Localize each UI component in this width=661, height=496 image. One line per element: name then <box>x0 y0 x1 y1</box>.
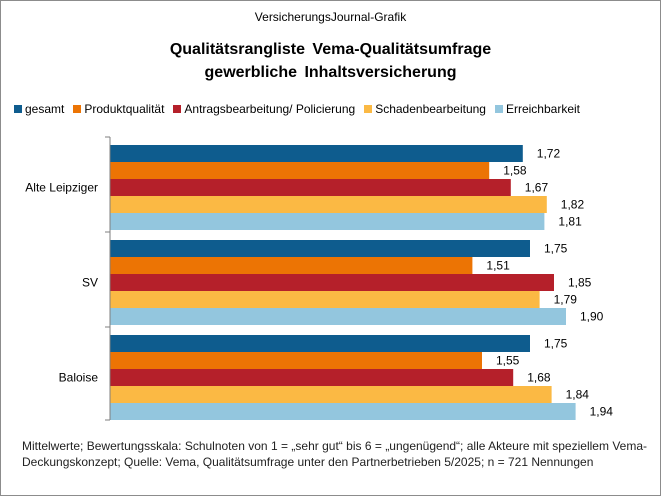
legend-item-gesamt: gesamt <box>14 102 64 116</box>
data-label: 1,85 <box>568 276 592 290</box>
data-label: 1,75 <box>544 337 568 351</box>
title-line-1: Qualitätsrangliste Vema-Qualitätsumfrage <box>169 41 492 58</box>
data-label: 1,72 <box>537 147 561 161</box>
data-label: 1,84 <box>566 388 590 402</box>
legend-swatch <box>364 105 373 113</box>
data-label: 1,75 <box>544 242 568 256</box>
legend-item-antragsbearbeitung: Antragsbearbeitung/ Policierung <box>173 102 355 116</box>
bar <box>110 179 511 196</box>
bar <box>110 369 514 386</box>
legend-item-produktqualitaet: Produktqualität <box>73 102 164 116</box>
category-label: Baloise <box>59 371 99 385</box>
bar <box>110 386 552 403</box>
footnote: Mittelwerte; Bewertungsskala: Schulnoten… <box>22 439 647 469</box>
legend-label: Antragsbearbeitung/ Policierung <box>184 102 356 116</box>
bar <box>110 291 540 308</box>
data-label: 1,94 <box>590 405 614 419</box>
legend-item-erreichbarkeit: Erreichbarkeit <box>494 102 580 116</box>
bar <box>110 274 554 291</box>
data-label: 1,82 <box>561 198 585 212</box>
legend-item-schadenbearbeitung: Schadenbearbeitung <box>364 102 486 116</box>
title-line-2: gewerbliche Inhaltsversicherung <box>204 64 457 81</box>
bar-chart: 1,72 1,58 1,67 1,82 1,81 Alte Leipziger 1,75 1,… <box>25 136 614 421</box>
data-label: 1,81 <box>558 215 582 229</box>
bar <box>110 403 576 420</box>
data-label: 1,90 <box>580 310 604 324</box>
bar <box>110 162 490 179</box>
data-label: 1,68 <box>527 371 551 385</box>
data-label: 1,58 <box>503 164 527 178</box>
bar <box>110 257 473 274</box>
bar <box>110 213 545 230</box>
data-label: 1,51 <box>486 259 510 273</box>
legend-label: Schadenbearbeitung <box>375 102 486 116</box>
data-label: 1,55 <box>496 354 520 368</box>
data-label: 1,79 <box>554 293 578 307</box>
category-label: Alte Leipziger <box>25 181 98 195</box>
chart-title: Qualitätsrangliste Vema-Qualitätsumfrage… <box>0 38 661 84</box>
bar <box>110 145 523 162</box>
bar <box>110 335 530 352</box>
bar <box>110 196 547 213</box>
bar <box>110 308 566 325</box>
legend-label: Erreichbarkeit <box>505 102 580 116</box>
bar <box>110 240 530 257</box>
legend-label: gesamt <box>25 102 65 116</box>
legend-swatch <box>73 105 82 113</box>
chart-source: VersicherungsJournal-Grafik <box>254 10 407 24</box>
legend-swatch <box>494 105 503 113</box>
data-label: 1,67 <box>525 181 549 195</box>
legend-label: Produktqualität <box>84 102 165 116</box>
category-label: SV <box>82 276 98 290</box>
legend-swatch <box>14 105 22 113</box>
legend: gesamt Produktqualität Antragsbearbeitun… <box>14 102 654 116</box>
legend-swatch <box>173 105 182 113</box>
bar <box>110 352 482 369</box>
